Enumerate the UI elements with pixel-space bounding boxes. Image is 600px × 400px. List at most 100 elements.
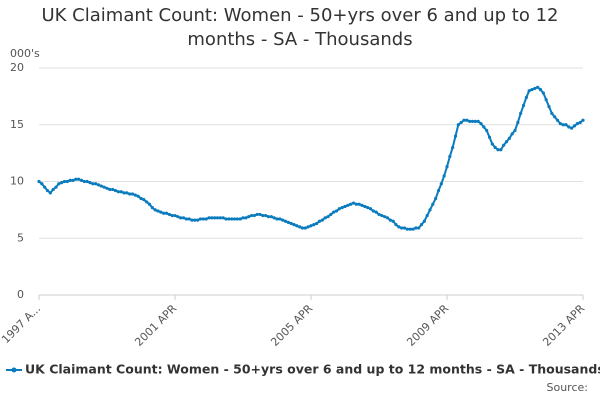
point [179, 216, 183, 220]
point [572, 124, 577, 128]
point [533, 86, 537, 91]
point [448, 154, 452, 159]
point [116, 190, 120, 194]
point [394, 223, 398, 227]
point [558, 122, 562, 126]
point [71, 178, 75, 182]
point [286, 220, 290, 224]
chart-title: UK Claimant Count: Women - 50+yrs over 6… [41, 5, 559, 50]
point [555, 118, 560, 122]
point [456, 123, 460, 127]
point [343, 204, 347, 209]
point [445, 165, 449, 169]
point [91, 182, 95, 186]
point [349, 202, 353, 206]
point [513, 128, 517, 133]
point [371, 209, 375, 213]
point [238, 217, 242, 221]
point [153, 208, 157, 212]
point [88, 181, 92, 185]
point [176, 215, 180, 219]
point [159, 210, 163, 214]
point [43, 185, 47, 189]
y-tick-label: 15 [10, 118, 24, 131]
point [363, 204, 367, 209]
point [170, 213, 174, 218]
point [485, 128, 489, 133]
y-tick-label: 10 [10, 175, 24, 188]
point [281, 218, 285, 222]
point [244, 216, 248, 220]
point [380, 213, 384, 218]
point [133, 193, 137, 197]
point [147, 202, 152, 206]
point [45, 188, 50, 193]
point [368, 207, 373, 211]
point [309, 224, 313, 228]
point [289, 221, 293, 226]
point [292, 223, 296, 227]
x-tick-label: 2013 APR [540, 302, 587, 349]
point [567, 125, 571, 129]
point [422, 219, 426, 223]
point [94, 182, 98, 186]
point [156, 209, 160, 213]
point [428, 208, 432, 212]
point [326, 215, 330, 219]
point [68, 178, 72, 182]
point [221, 216, 225, 220]
y-tick-label: 5 [17, 231, 24, 244]
point [181, 216, 186, 220]
source: Source: [547, 381, 589, 394]
point [374, 210, 378, 214]
point [425, 213, 429, 218]
point [408, 227, 412, 231]
point [40, 182, 44, 186]
point [547, 104, 551, 109]
point [230, 217, 234, 221]
point [142, 198, 146, 202]
point [411, 227, 415, 231]
point [122, 191, 126, 195]
point [388, 218, 392, 222]
point [79, 178, 84, 182]
point [269, 215, 273, 219]
point [524, 95, 528, 100]
point [150, 206, 154, 210]
point [252, 213, 256, 218]
point [255, 212, 259, 217]
point [204, 217, 208, 221]
point [266, 215, 271, 219]
point [436, 188, 441, 193]
point [283, 219, 288, 223]
point [334, 209, 339, 213]
point [332, 210, 336, 214]
point [215, 216, 220, 220]
point [417, 226, 421, 230]
x-tick-label: 2009 APR [404, 302, 451, 349]
point [51, 187, 55, 192]
point [48, 191, 52, 195]
point [207, 216, 211, 220]
point [85, 179, 89, 184]
point [405, 227, 409, 231]
point [317, 219, 322, 223]
point [111, 187, 115, 192]
point [213, 216, 217, 220]
point [561, 123, 565, 127]
point [249, 213, 254, 218]
point [312, 223, 316, 227]
point [346, 203, 350, 207]
x-tick-label: 2005 APR [268, 302, 315, 349]
point [530, 87, 534, 92]
point [315, 221, 319, 226]
point [60, 181, 64, 185]
point [303, 226, 307, 230]
point [74, 177, 78, 181]
point [278, 217, 282, 221]
point [340, 206, 344, 210]
point [190, 218, 194, 222]
point [385, 216, 390, 220]
point [453, 134, 458, 138]
